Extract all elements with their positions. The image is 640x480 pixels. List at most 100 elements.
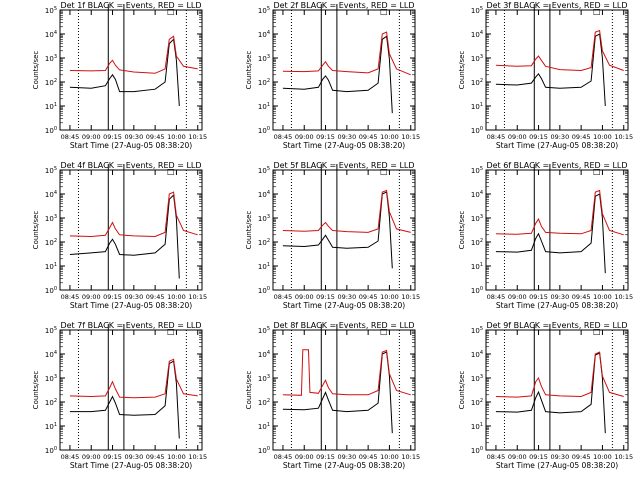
chart-panel-det-8: Det 8f BLACK = Events, RED = LLD 100 101 10… xyxy=(245,321,420,470)
marker-box: □ xyxy=(167,327,175,336)
y-tick-label: 105 xyxy=(471,326,483,335)
x-tick-label: 09:30 xyxy=(550,133,569,141)
panel-title: Det 9f BLACK = Events, RED = LLD xyxy=(486,321,627,330)
x-tick-label: 10:15 xyxy=(401,293,420,301)
y-tick-label: 105 xyxy=(45,166,57,175)
x-axis-label: Start Time (27-Aug-05 08:38:20) xyxy=(496,461,618,470)
x-tick-label: 10:15 xyxy=(401,133,420,141)
y-tick-label: 103 xyxy=(471,214,483,223)
events-series-line xyxy=(69,194,180,279)
y-tick-label: 104 xyxy=(258,190,270,199)
x-tick-label: 09:45 xyxy=(146,293,165,301)
chart-panel-det-6: Det 6f BLACK = Events, RED = LLD 100 101 10… xyxy=(458,161,633,310)
x-tick-label: 08:45 xyxy=(61,453,80,461)
x-tick-label: 09:45 xyxy=(572,293,591,301)
y-tick-label: 100 xyxy=(258,286,270,295)
x-tick-label: 08:45 xyxy=(61,133,80,141)
y-tick-label: 102 xyxy=(45,238,57,247)
y-tick-label: 105 xyxy=(45,326,57,335)
chart-panel-det-9: Det 9f BLACK = Events, RED = LLD 100 101 10… xyxy=(458,321,633,470)
x-tick-label: 10:00 xyxy=(593,293,612,301)
y-tick-label: 105 xyxy=(471,166,483,175)
x-tick-label: 10:15 xyxy=(188,453,207,461)
x-axis-label: Start Time (27-Aug-05 08:38:20) xyxy=(70,141,192,150)
x-tick-label: 10:00 xyxy=(593,133,612,141)
chart-panel-det-1: Det 1f BLACK = Events, RED = LLD 100 101 10… xyxy=(32,1,207,150)
x-tick-label: 08:45 xyxy=(487,293,506,301)
y-tick-label: 100 xyxy=(471,446,483,455)
x-tick-label: 09:30 xyxy=(124,293,143,301)
x-tick-label: 08:45 xyxy=(61,293,80,301)
y-axis-label: Counts/sec xyxy=(32,211,40,250)
marker-box: □ xyxy=(380,167,388,176)
marker-box: □ xyxy=(380,7,388,16)
x-tick-label: 09:15 xyxy=(103,293,122,301)
y-tick-label: 102 xyxy=(45,78,57,87)
y-tick-label: 103 xyxy=(258,214,270,223)
x-tick-label: 10:00 xyxy=(167,293,186,301)
y-tick-label: 104 xyxy=(471,350,483,359)
lld-series-line xyxy=(69,35,198,74)
panel-title: Det 8f BLACK = Events, RED = LLD xyxy=(273,321,414,330)
x-tick-label: 10:15 xyxy=(188,293,207,301)
y-axis-label: Counts/sec xyxy=(32,51,40,90)
x-tick-label: 09:00 xyxy=(508,293,527,301)
x-tick-label: 09:00 xyxy=(295,293,314,301)
x-tick-label: 10:15 xyxy=(614,133,633,141)
y-tick-label: 101 xyxy=(45,422,57,431)
y-tick-label: 104 xyxy=(258,350,270,359)
x-tick-label: 09:45 xyxy=(146,133,165,141)
panel-title: Det 7f BLACK = Events, RED = LLD xyxy=(60,321,201,330)
x-tick-label: 09:15 xyxy=(529,453,548,461)
y-tick-label: 100 xyxy=(471,286,483,295)
events-series-line xyxy=(282,35,393,114)
x-tick-label: 10:00 xyxy=(167,453,186,461)
y-tick-label: 100 xyxy=(45,126,57,135)
y-tick-label: 100 xyxy=(258,126,270,135)
lld-series-line xyxy=(282,189,411,233)
x-tick-label: 09:00 xyxy=(295,133,314,141)
x-tick-label: 09:30 xyxy=(124,453,143,461)
y-tick-label: 105 xyxy=(471,6,483,15)
marker-box: □ xyxy=(593,327,601,336)
x-tick-label: 10:00 xyxy=(167,133,186,141)
x-axis-label: Start Time (27-Aug-05 08:38:20) xyxy=(283,301,405,310)
y-tick-label: 101 xyxy=(471,422,483,431)
y-tick-label: 104 xyxy=(471,190,483,199)
x-tick-label: 09:45 xyxy=(146,453,165,461)
x-tick-label: 09:30 xyxy=(337,293,356,301)
events-series-line xyxy=(282,351,393,434)
y-tick-label: 104 xyxy=(45,350,57,359)
y-tick-label: 105 xyxy=(258,6,270,15)
x-tick-label: 09:15 xyxy=(316,453,335,461)
y-tick-label: 101 xyxy=(258,102,270,111)
x-tick-label: 09:15 xyxy=(316,133,335,141)
y-tick-label: 104 xyxy=(45,190,57,199)
y-axis-label: Counts/sec xyxy=(245,211,253,250)
marker-box: □ xyxy=(167,167,175,176)
marker-box: □ xyxy=(593,167,601,176)
x-tick-label: 09:45 xyxy=(359,293,378,301)
chart-panel-det-3: Det 3f BLACK = Events, RED = LLD 100 101 10… xyxy=(458,1,633,150)
x-tick-label: 08:45 xyxy=(487,453,506,461)
x-tick-label: 09:15 xyxy=(103,133,122,141)
y-tick-label: 102 xyxy=(258,238,270,247)
x-tick-label: 10:15 xyxy=(614,453,633,461)
x-axis-label: Start Time (27-Aug-05 08:38:20) xyxy=(496,301,618,310)
y-tick-label: 102 xyxy=(45,398,57,407)
x-tick-label: 10:00 xyxy=(380,453,399,461)
events-series-line xyxy=(495,352,606,434)
lld-series-line xyxy=(495,351,624,398)
plot-frame xyxy=(59,329,203,451)
x-tick-label: 09:45 xyxy=(359,133,378,141)
plot-frame xyxy=(485,169,629,291)
y-tick-label: 103 xyxy=(45,214,57,223)
y-axis-label: Counts/sec xyxy=(245,51,253,90)
x-tick-label: 09:30 xyxy=(337,133,356,141)
x-tick-label: 10:00 xyxy=(380,133,399,141)
y-tick-label: 101 xyxy=(45,102,57,111)
x-tick-label: 09:15 xyxy=(529,133,548,141)
x-tick-label: 09:45 xyxy=(359,453,378,461)
x-tick-label: 10:00 xyxy=(380,293,399,301)
lld-series-line xyxy=(69,191,198,238)
